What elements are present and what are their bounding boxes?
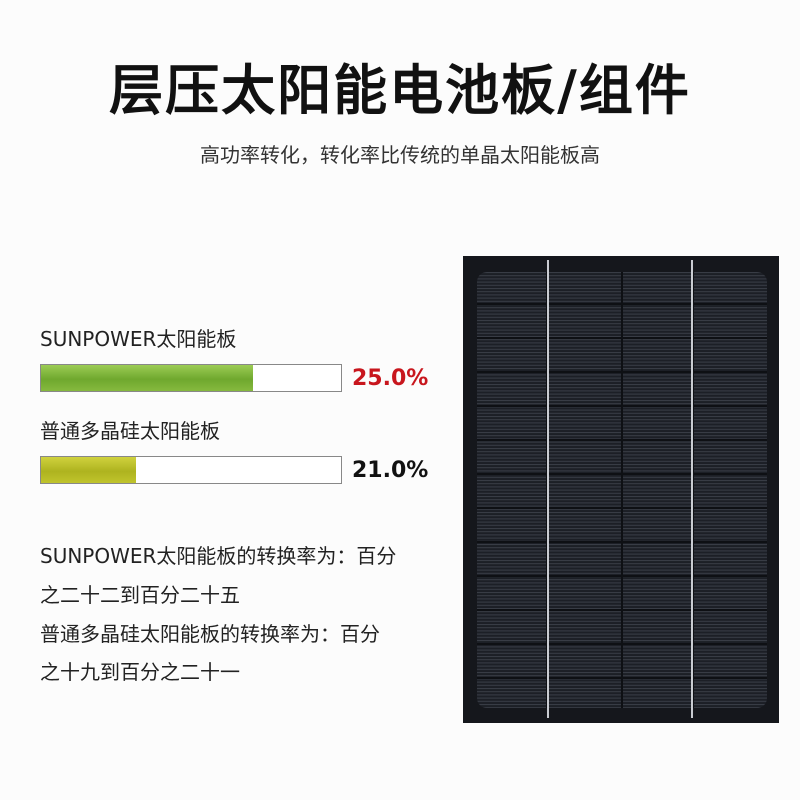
bar-frame [40,364,342,392]
description-line: 之二十二到百分二十五 [40,583,240,607]
bar-fill [41,365,253,391]
title: 层压太阳能电池板/组件 [109,59,691,122]
subtitle: 高功率转化，转化率比传统的单晶太阳能板高 [200,143,600,167]
description-line: SUNPOWER太阳能板的转换率为：百分 [40,544,397,568]
busbars [547,260,693,718]
item-value: 21.0% [352,458,429,483]
description-line: 普通多晶硅太阳能板的转换率为：百分 [40,622,380,646]
item-label: SUNPOWER太阳能板 [40,327,237,351]
item-label: 普通多晶硅太阳能板 [40,419,220,443]
item-value: 25.0% [352,366,429,391]
bar-frame [40,456,342,484]
description-line: 之十九到百分之二十一 [40,660,240,684]
solar-panel [463,256,779,723]
bar-fill [41,457,136,483]
